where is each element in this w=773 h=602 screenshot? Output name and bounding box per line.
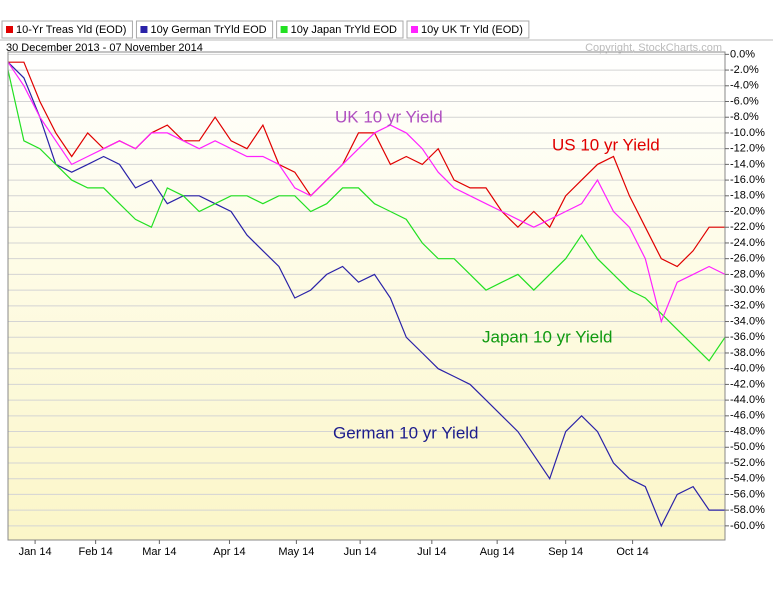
annotation: US 10 yr Yield — [552, 135, 660, 154]
y-tick-label: -16.0% — [730, 174, 765, 186]
legend: 10-Yr Treas Yld (EOD) 10y German TrYld EO… — [1, 20, 530, 39]
axes: 0.0% -2.0% -4.0% -6.0% -8.0% -10.0% -12.0% -14.… — [19, 48, 766, 558]
y-tick-label: -10.0% — [730, 127, 765, 139]
legend-swatch — [411, 26, 418, 33]
y-tick-label: -20.0% — [730, 205, 765, 217]
x-tick-label: Sep 14 — [548, 546, 583, 558]
legend-item: 10y UK Tr Yld (EOD) — [406, 20, 530, 39]
x-tick-label: Jul 14 — [417, 546, 446, 558]
annotation: German 10 yr Yield — [333, 423, 479, 442]
y-tick-label: -60.0% — [730, 520, 765, 532]
y-tick-label: -8.0% — [730, 111, 759, 123]
x-tick-label: Oct 14 — [616, 546, 648, 558]
y-tick-label: -36.0% — [730, 331, 765, 343]
annotation: UK 10 yr Yield — [335, 107, 443, 126]
y-tick-label: -56.0% — [730, 488, 765, 500]
y-tick-label: -22.0% — [730, 221, 765, 233]
series-line — [7, 61, 725, 528]
y-tick-label: -34.0% — [730, 315, 765, 327]
x-tick-label: Jun 14 — [344, 546, 377, 558]
y-tick-label: -46.0% — [730, 410, 765, 422]
legend-item: 10-Yr Treas Yld (EOD) — [1, 20, 133, 39]
y-tick-label: -24.0% — [730, 237, 765, 249]
legend-item: 10y German TrYld EOD — [135, 20, 274, 39]
y-tick-label: 0.0% — [730, 48, 755, 60]
grid — [8, 53, 725, 527]
series-line — [7, 69, 726, 362]
y-tick-label: -12.0% — [730, 143, 765, 155]
y-tick-label: -54.0% — [730, 473, 765, 485]
legend-label: 10-Yr Treas Yld (EOD) — [16, 24, 126, 36]
legend-swatch — [140, 26, 148, 33]
legend-box — [406, 20, 530, 39]
y-tick-label: -4.0% — [730, 80, 759, 92]
x-tick-label: Apr 14 — [213, 546, 245, 558]
y-tick-label: -28.0% — [730, 268, 765, 280]
legend-label: 10y UK Tr Yld (EOD) — [421, 24, 523, 36]
y-tick-label: -18.0% — [730, 190, 765, 202]
y-tick-label: -14.0% — [730, 158, 765, 170]
y-tick-label: -30.0% — [730, 284, 765, 296]
y-tick-label: -42.0% — [730, 378, 765, 390]
y-tick-label: -38.0% — [730, 347, 765, 359]
legend-item: 10y Japan TrYld EOD — [276, 20, 404, 39]
y-tick-label: -26.0% — [730, 253, 765, 265]
x-tick-label: Aug 14 — [480, 546, 515, 558]
credit: Copyright, StockCharts.com — [585, 42, 722, 54]
lines — [7, 61, 726, 528]
legend-box — [1, 20, 133, 39]
y-tick-label: -58.0% — [730, 504, 765, 516]
legend-box — [135, 20, 274, 39]
x-tick-label: Mar 14 — [142, 546, 176, 558]
y-tick-label: -50.0% — [730, 441, 765, 453]
x-tick-label: Jan 14 — [19, 546, 52, 558]
y-tick-label: -44.0% — [730, 394, 765, 406]
y-tick-label: -40.0% — [730, 363, 765, 375]
y-tick-label: -6.0% — [730, 95, 759, 107]
y-tick-label: -52.0% — [730, 457, 765, 469]
y-tick-label: -48.0% — [730, 425, 765, 437]
subtitle: 30 December 2013 - 07 November 2014 — [6, 42, 203, 54]
series-line — [7, 61, 726, 324]
y-tick-label: -32.0% — [730, 300, 765, 312]
legend-label: 10y Japan TrYld EOD — [291, 24, 397, 36]
legend-swatch — [280, 26, 288, 33]
annotation: Japan 10 yr Yield — [482, 327, 612, 346]
legend-box — [276, 20, 404, 39]
x-tick-label: Feb 14 — [79, 546, 113, 558]
legend-swatch — [6, 26, 13, 33]
plot-frame — [7, 51, 726, 541]
y-tick-label: -2.0% — [730, 64, 759, 76]
x-tick-label: May 14 — [278, 546, 314, 558]
legend-label: 10y German TrYld EOD — [150, 24, 266, 36]
